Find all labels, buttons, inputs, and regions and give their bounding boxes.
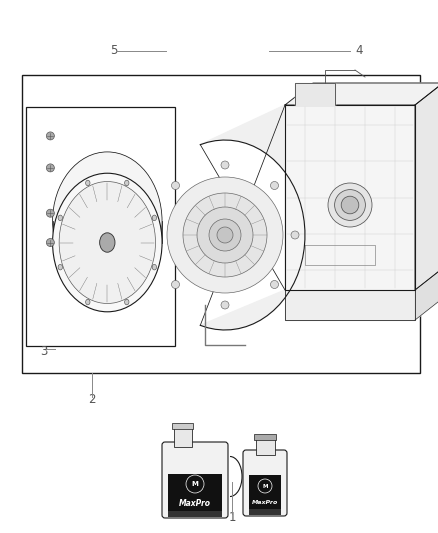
Circle shape (172, 280, 180, 288)
Text: 1: 1 (228, 511, 236, 523)
Circle shape (186, 475, 204, 493)
Circle shape (172, 182, 180, 190)
Ellipse shape (103, 237, 112, 248)
Circle shape (335, 190, 365, 221)
Circle shape (341, 196, 359, 214)
Text: MaxPro: MaxPro (179, 499, 211, 508)
Text: M: M (191, 481, 198, 487)
Ellipse shape (152, 215, 156, 221)
Bar (172, 423, 193, 429)
Circle shape (258, 479, 272, 493)
Ellipse shape (91, 222, 124, 263)
Text: M: M (262, 483, 268, 489)
Ellipse shape (124, 180, 129, 186)
Bar (168, 511, 222, 517)
Polygon shape (285, 83, 438, 105)
Ellipse shape (86, 299, 90, 305)
Circle shape (217, 227, 233, 243)
Circle shape (221, 161, 229, 169)
Polygon shape (415, 268, 438, 320)
Circle shape (209, 219, 241, 251)
Ellipse shape (53, 152, 162, 290)
Circle shape (197, 207, 253, 263)
Ellipse shape (58, 264, 63, 270)
Circle shape (271, 182, 279, 190)
Ellipse shape (58, 215, 63, 221)
Ellipse shape (83, 211, 132, 274)
Ellipse shape (152, 264, 156, 270)
Circle shape (167, 177, 283, 293)
Bar (26, 107, 175, 346)
Polygon shape (200, 105, 305, 330)
Bar (254, 434, 276, 440)
Circle shape (291, 231, 299, 239)
Ellipse shape (67, 191, 148, 294)
Bar (249, 509, 281, 515)
Circle shape (221, 301, 229, 309)
Text: 4: 4 (355, 44, 363, 57)
Ellipse shape (124, 299, 129, 305)
Text: 5: 5 (110, 44, 117, 57)
Bar (174, 427, 192, 447)
FancyBboxPatch shape (162, 442, 228, 518)
Ellipse shape (86, 180, 90, 186)
Bar (168, 473, 222, 512)
Polygon shape (285, 290, 415, 320)
Circle shape (271, 280, 279, 288)
Bar (249, 475, 281, 510)
Circle shape (328, 183, 372, 227)
Circle shape (183, 193, 267, 277)
Ellipse shape (59, 182, 155, 303)
Bar (22, 75, 420, 373)
FancyBboxPatch shape (243, 450, 287, 516)
Ellipse shape (53, 173, 162, 312)
Circle shape (46, 164, 54, 172)
Ellipse shape (74, 201, 140, 284)
Ellipse shape (97, 230, 117, 255)
Circle shape (46, 132, 54, 140)
Bar (285, 105, 415, 290)
Text: 2: 2 (88, 393, 96, 406)
Polygon shape (295, 83, 335, 105)
Circle shape (46, 209, 54, 217)
Circle shape (46, 238, 54, 247)
Bar (255, 438, 275, 455)
Ellipse shape (99, 233, 115, 252)
Text: 3: 3 (40, 345, 47, 358)
Text: MaxPro: MaxPro (252, 499, 278, 505)
Polygon shape (415, 83, 438, 290)
